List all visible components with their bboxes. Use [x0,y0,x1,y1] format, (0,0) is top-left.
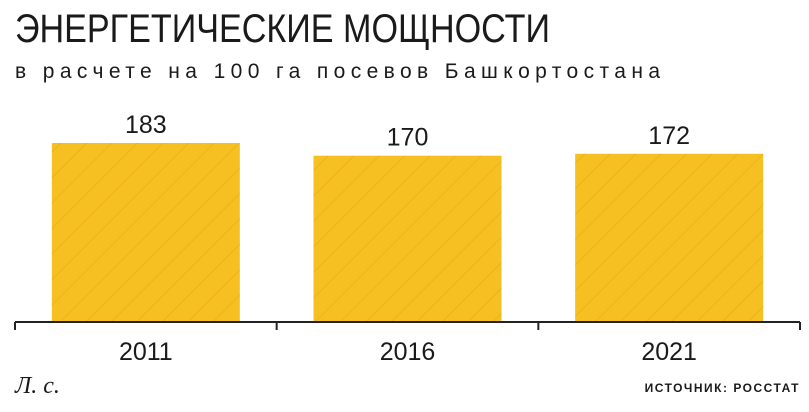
source-note: ИСТОЧНИК: РОССТАТ [645,381,800,395]
unit-note: Л. с. [14,373,60,399]
value-label: 170 [387,124,429,152]
value-label: 172 [648,122,690,150]
chart-subtitle: в расчете на 100 га посевов Башкортостан… [15,60,660,83]
x-tick-label: 2011 [119,338,173,366]
x-tick-label: 2021 [641,338,697,366]
value-label: 183 [125,111,167,139]
bar-hatch [51,143,240,322]
bar-hatch [313,155,502,322]
chart-title: ЭНЕРГЕТИЧЕСКИЕ МОЩНОСТИ [15,7,550,51]
x-tick-label: 2016 [380,338,436,366]
bar-hatch [575,153,764,322]
